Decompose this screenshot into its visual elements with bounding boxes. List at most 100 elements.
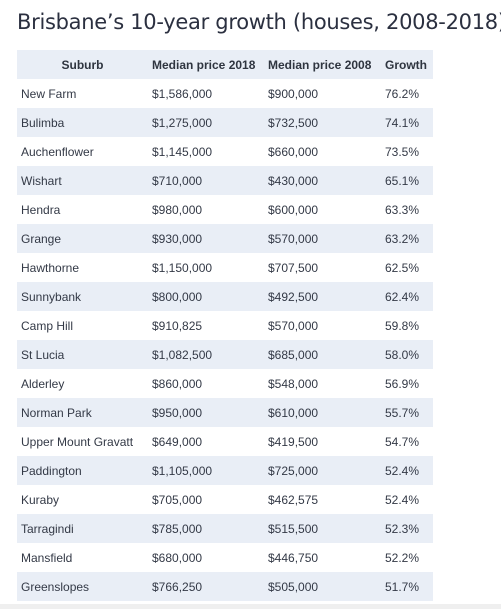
suburb-cell: Grange — [17, 224, 148, 253]
median-price-2008-cell: $900,000 — [264, 79, 381, 108]
suburb-cell: Norman Park — [17, 398, 148, 427]
growth-cell: 76.2% — [381, 79, 433, 108]
table-row: Auchenflower $1,145,000 $660,000 73.5% — [17, 137, 433, 166]
table-row: Grange $930,000 $570,000 63.2% — [17, 224, 433, 253]
bottom-divider — [0, 604, 501, 609]
median-price-2018-cell: $910,825 — [148, 311, 264, 340]
growth-cell: 59.8% — [381, 311, 433, 340]
suburb-cell: Hendra — [17, 195, 148, 224]
median-price-2018-cell: $710,000 — [148, 166, 264, 195]
suburb-cell: Bulimba — [17, 108, 148, 137]
growth-cell: 58.0% — [381, 340, 433, 369]
suburb-cell: Wishart — [17, 166, 148, 195]
growth-cell: 56.9% — [381, 369, 433, 398]
growth-table: Suburb Median price 2018 Median price 20… — [17, 50, 433, 601]
growth-cell: 52.2% — [381, 543, 433, 572]
median-price-2008-cell: $570,000 — [264, 224, 381, 253]
median-price-2018-cell: $705,000 — [148, 485, 264, 514]
table-row: Tarragindi $785,000 $515,500 52.3% — [17, 514, 433, 543]
median-price-2018-cell: $766,250 — [148, 572, 264, 601]
suburb-cell: Alderley — [17, 369, 148, 398]
column-header-suburb: Suburb — [17, 50, 148, 79]
growth-cell: 52.3% — [381, 514, 433, 543]
suburb-cell: Greenslopes — [17, 572, 148, 601]
median-price-2008-cell: $462,575 — [264, 485, 381, 514]
table-row: Bulimba $1,275,000 $732,500 74.1% — [17, 108, 433, 137]
table-row: Sunnybank $800,000 $492,500 62.4% — [17, 282, 433, 311]
table-row: Greenslopes $766,250 $505,000 51.7% — [17, 572, 433, 601]
table-row: Hawthorne $1,150,000 $707,500 62.5% — [17, 253, 433, 282]
median-price-2008-cell: $515,500 — [264, 514, 381, 543]
suburb-cell: Sunnybank — [17, 282, 148, 311]
median-price-2008-cell: $732,500 — [264, 108, 381, 137]
column-header-median-price-2008: Median price 2008 — [264, 50, 381, 79]
median-price-2008-cell: $419,500 — [264, 427, 381, 456]
median-price-2018-cell: $1,082,500 — [148, 340, 264, 369]
median-price-2008-cell: $600,000 — [264, 195, 381, 224]
median-price-2008-cell: $492,500 — [264, 282, 381, 311]
table-row: Norman Park $950,000 $610,000 55.7% — [17, 398, 433, 427]
table-row: Hendra $980,000 $600,000 63.3% — [17, 195, 433, 224]
growth-cell: 51.7% — [381, 572, 433, 601]
table-row: St Lucia $1,082,500 $685,000 58.0% — [17, 340, 433, 369]
median-price-2008-cell: $446,750 — [264, 543, 381, 572]
median-price-2008-cell: $430,000 — [264, 166, 381, 195]
median-price-2018-cell: $800,000 — [148, 282, 264, 311]
header-row: Suburb Median price 2018 Median price 20… — [17, 50, 433, 79]
median-price-2018-cell: $980,000 — [148, 195, 264, 224]
table-row: Upper Mount Gravatt $649,000 $419,500 54.7% — [17, 427, 433, 456]
growth-cell: 52.4% — [381, 485, 433, 514]
table-row: Camp Hill $910,825 $570,000 59.8% — [17, 311, 433, 340]
median-price-2018-cell: $860,000 — [148, 369, 264, 398]
table-row: Alderley $860,000 $548,000 56.9% — [17, 369, 433, 398]
column-header-median-price-2018: Median price 2018 — [148, 50, 264, 79]
median-price-2018-cell: $930,000 — [148, 224, 264, 253]
growth-cell: 62.4% — [381, 282, 433, 311]
median-price-2008-cell: $570,000 — [264, 311, 381, 340]
median-price-2018-cell: $1,105,000 — [148, 456, 264, 485]
suburb-cell: Mansfield — [17, 543, 148, 572]
suburb-cell: St Lucia — [17, 340, 148, 369]
median-price-2008-cell: $610,000 — [264, 398, 381, 427]
median-price-2008-cell: $685,000 — [264, 340, 381, 369]
median-price-2018-cell: $1,145,000 — [148, 137, 264, 166]
growth-cell: 73.5% — [381, 137, 433, 166]
table-row: New Farm $1,586,000 $900,000 76.2% — [17, 79, 433, 108]
table-row: Paddington $1,105,000 $725,000 52.4% — [17, 456, 433, 485]
growth-cell: 62.5% — [381, 253, 433, 282]
suburb-cell: Camp Hill — [17, 311, 148, 340]
suburb-cell: New Farm — [17, 79, 148, 108]
median-price-2008-cell: $725,000 — [264, 456, 381, 485]
table-header: Suburb Median price 2018 Median price 20… — [17, 50, 433, 79]
table-row: Kuraby $705,000 $462,575 52.4% — [17, 485, 433, 514]
median-price-2008-cell: $707,500 — [264, 253, 381, 282]
median-price-2018-cell: $649,000 — [148, 427, 264, 456]
median-price-2008-cell: $548,000 — [264, 369, 381, 398]
suburb-cell: Hawthorne — [17, 253, 148, 282]
suburb-cell: Paddington — [17, 456, 148, 485]
median-price-2018-cell: $1,586,000 — [148, 79, 264, 108]
suburb-cell: Kuraby — [17, 485, 148, 514]
table-row: Wishart $710,000 $430,000 65.1% — [17, 166, 433, 195]
median-price-2018-cell: $950,000 — [148, 398, 264, 427]
growth-cell: 52.4% — [381, 456, 433, 485]
chart-title: Brisbane’s 10-year growth (houses, 2008-… — [17, 10, 501, 34]
table-body: New Farm $1,586,000 $900,000 76.2% Bulimba $1… — [17, 79, 433, 601]
growth-cell: 74.1% — [381, 108, 433, 137]
growth-cell: 63.3% — [381, 195, 433, 224]
median-price-2008-cell: $660,000 — [264, 137, 381, 166]
median-price-2008-cell: $505,000 — [264, 572, 381, 601]
growth-cell: 63.2% — [381, 224, 433, 253]
median-price-2018-cell: $1,275,000 — [148, 108, 264, 137]
table-row: Mansfield $680,000 $446,750 52.2% — [17, 543, 433, 572]
median-price-2018-cell: $785,000 — [148, 514, 264, 543]
suburb-cell: Auchenflower — [17, 137, 148, 166]
growth-cell: 65.1% — [381, 166, 433, 195]
median-price-2018-cell: $1,150,000 — [148, 253, 264, 282]
median-price-2018-cell: $680,000 — [148, 543, 264, 572]
suburb-cell: Upper Mount Gravatt — [17, 427, 148, 456]
column-header-growth: Growth — [381, 50, 433, 79]
suburb-cell: Tarragindi — [17, 514, 148, 543]
growth-cell: 54.7% — [381, 427, 433, 456]
growth-cell: 55.7% — [381, 398, 433, 427]
